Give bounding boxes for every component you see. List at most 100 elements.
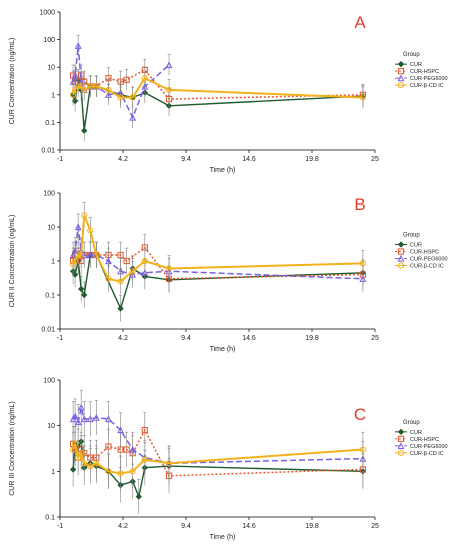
x-tick-label: 19.8 (305, 335, 319, 342)
x-tick-label: 25 (371, 523, 379, 530)
series-line (72, 79, 363, 131)
y-axis-label: CUR II Concentration (ng/mL) (9, 215, 16, 308)
legend-label: CUR-β-CD IC (410, 264, 444, 270)
legend-title: Group (403, 233, 420, 239)
data-point (117, 94, 124, 101)
legend-label: CUR-PEG6000 (410, 257, 448, 263)
data-point (117, 278, 124, 285)
data-point (165, 265, 173, 272)
data-point (86, 415, 94, 423)
data-point (165, 86, 173, 94)
data-point (141, 75, 148, 82)
data-point (129, 94, 136, 101)
data-point (165, 460, 173, 467)
legend-marker (397, 68, 405, 75)
y-tick-label: 100 (43, 37, 55, 44)
y-tick-label: 1 (51, 469, 55, 476)
data-point (359, 94, 366, 101)
x-tick-label: 25 (371, 156, 379, 163)
y-tick-label: 100 (43, 378, 55, 385)
data-point (72, 257, 79, 265)
data-point (74, 42, 82, 49)
data-point (93, 251, 100, 259)
legend-label: CUR (410, 62, 422, 68)
series-line (72, 254, 363, 311)
data-point (123, 257, 130, 265)
x-tick-label: 14.6 (242, 335, 256, 342)
data-point (117, 305, 124, 312)
panel-letter: A (354, 13, 366, 32)
data-point (81, 127, 88, 134)
legend-marker (397, 241, 405, 248)
legend-label: CUR-HSPC (410, 69, 439, 75)
data-point (81, 291, 88, 299)
data-point (87, 227, 94, 234)
data-point (78, 251, 85, 259)
series-line (72, 226, 363, 280)
data-point (80, 251, 88, 259)
data-point (78, 285, 85, 293)
series-cur-beta-cd-ic (70, 426, 366, 491)
data-point (75, 251, 82, 259)
data-point (78, 83, 85, 90)
x-tick-label: 4.2 (118, 523, 128, 530)
y-tick-label: 1 (51, 259, 55, 266)
legend-label: CUR (410, 430, 422, 436)
series-line (72, 440, 363, 475)
legend-label: CUR-β-CD IC (410, 451, 444, 457)
data-point (69, 466, 77, 473)
y-tick-label: 0.01 (41, 148, 55, 155)
y-tick-label: 10 (47, 423, 55, 430)
legend-title: Group (403, 52, 420, 58)
data-point (105, 257, 112, 265)
y-tick-label: 10 (47, 225, 55, 232)
data-point (117, 251, 124, 259)
data-point (75, 83, 82, 90)
data-point (359, 275, 367, 282)
data-point (72, 440, 79, 447)
data-point (135, 493, 142, 500)
y-axis-label: CUR III Concentration (ng/mL) (9, 401, 16, 496)
data-point (129, 113, 137, 121)
data-point (87, 463, 94, 470)
data-point (165, 61, 173, 69)
x-tick-label: 14.6 (242, 156, 256, 163)
data-point (74, 223, 82, 231)
y-axis-label: CUR Concentration (ng/mL) (9, 38, 16, 125)
data-point (359, 446, 366, 453)
data-point (80, 415, 88, 423)
data-point (70, 261, 77, 268)
y-tick-label: 0.1 (45, 120, 55, 127)
legend-marker (397, 442, 405, 449)
data-point (81, 86, 88, 94)
series-line (72, 439, 363, 500)
data-point (86, 251, 94, 259)
legend-marker (397, 248, 405, 255)
x-axis-label: Time (h) (210, 167, 236, 174)
legend-marker (397, 428, 405, 436)
legend-marker (397, 449, 405, 456)
data-point (105, 415, 112, 423)
series-cur-beta-cd-ic (70, 67, 366, 108)
series-cur (69, 68, 367, 142)
legend-label: CUR-PEG6000 (410, 76, 448, 82)
data-point (72, 86, 79, 94)
panel-letter: C (354, 405, 366, 424)
data-point (359, 260, 366, 267)
data-point (123, 446, 130, 453)
x-tick-label: -1 (57, 156, 63, 163)
y-tick-label: 1000 (39, 10, 55, 17)
panel-b: 0.01 0.1 1 10 100 -1 4.2 9.4 14.6 19.8 25 Time (h) C… (9, 191, 448, 354)
panel-letter: B (354, 195, 365, 214)
data-point (81, 212, 88, 219)
x-axis-label: Time (h) (210, 534, 236, 541)
series-cur-beta-cd-ic (70, 202, 366, 295)
data-point (74, 418, 82, 426)
data-point (141, 82, 149, 90)
legend-marker (397, 82, 405, 89)
legend-marker (397, 435, 405, 442)
series-line (72, 407, 363, 465)
x-tick-label: 4.2 (118, 335, 128, 342)
